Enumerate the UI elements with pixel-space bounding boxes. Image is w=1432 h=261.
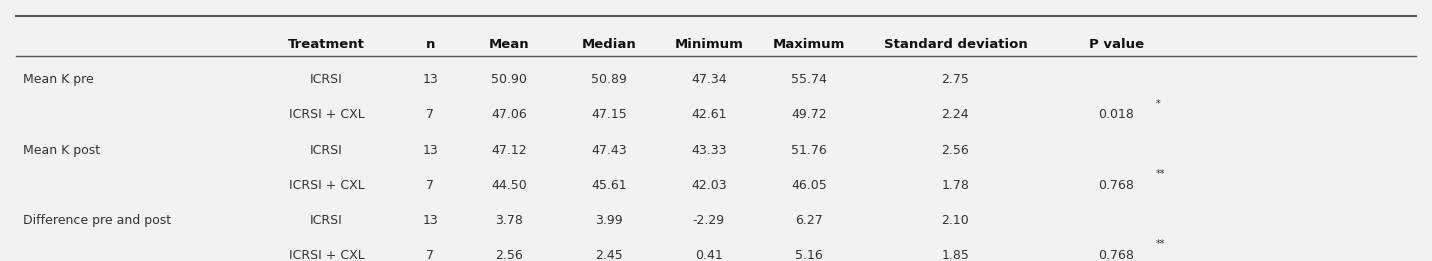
Text: 0.768: 0.768 — [1098, 249, 1134, 261]
Text: 2.56: 2.56 — [941, 144, 969, 157]
Text: 7: 7 — [427, 179, 434, 192]
Text: Mean K pre: Mean K pre — [23, 73, 93, 86]
Text: **: ** — [1156, 169, 1166, 179]
Text: n: n — [425, 38, 435, 51]
Text: **: ** — [1156, 239, 1166, 249]
Text: ICRSI + CXL: ICRSI + CXL — [289, 249, 364, 261]
Text: 1.85: 1.85 — [941, 249, 969, 261]
Text: 43.33: 43.33 — [692, 144, 726, 157]
Text: 42.03: 42.03 — [692, 179, 726, 192]
Text: Maximum: Maximum — [773, 38, 845, 51]
Text: 3.99: 3.99 — [594, 213, 623, 227]
Text: 7: 7 — [427, 249, 434, 261]
Text: 0.41: 0.41 — [695, 249, 723, 261]
Text: 13: 13 — [422, 213, 438, 227]
Text: -2.29: -2.29 — [693, 213, 725, 227]
Text: 2.45: 2.45 — [594, 249, 623, 261]
Text: 6.27: 6.27 — [795, 213, 823, 227]
Text: 55.74: 55.74 — [790, 73, 826, 86]
Text: ICRSI + CXL: ICRSI + CXL — [289, 179, 364, 192]
Text: Difference pre and post: Difference pre and post — [23, 213, 170, 227]
Text: Mean K post: Mean K post — [23, 144, 100, 157]
Text: Median: Median — [581, 38, 636, 51]
Text: *: * — [1156, 99, 1160, 109]
Text: 50.90: 50.90 — [491, 73, 527, 86]
Text: 2.75: 2.75 — [941, 73, 969, 86]
Text: 1.78: 1.78 — [941, 179, 969, 192]
Text: 7: 7 — [427, 109, 434, 121]
Text: 0.018: 0.018 — [1098, 109, 1134, 121]
Text: 47.43: 47.43 — [591, 144, 627, 157]
Text: 13: 13 — [422, 73, 438, 86]
Text: ICRSI: ICRSI — [311, 73, 342, 86]
Text: ICRSI: ICRSI — [311, 144, 342, 157]
Text: 49.72: 49.72 — [790, 109, 826, 121]
Text: 51.76: 51.76 — [790, 144, 826, 157]
Text: Treatment: Treatment — [288, 38, 365, 51]
Text: 47.15: 47.15 — [591, 109, 627, 121]
Text: Minimum: Minimum — [674, 38, 743, 51]
Text: P value: P value — [1088, 38, 1144, 51]
Text: 46.05: 46.05 — [790, 179, 826, 192]
Text: 13: 13 — [422, 144, 438, 157]
Text: Mean: Mean — [488, 38, 528, 51]
Text: 44.50: 44.50 — [491, 179, 527, 192]
Text: 47.06: 47.06 — [491, 109, 527, 121]
Text: Standard deviation: Standard deviation — [884, 38, 1027, 51]
Text: 47.34: 47.34 — [692, 73, 726, 86]
Text: 47.12: 47.12 — [491, 144, 527, 157]
Text: 0.768: 0.768 — [1098, 179, 1134, 192]
Text: 5.16: 5.16 — [795, 249, 823, 261]
Text: 2.10: 2.10 — [941, 213, 969, 227]
Text: 3.78: 3.78 — [495, 213, 523, 227]
Text: 50.89: 50.89 — [591, 73, 627, 86]
Text: ICRSI: ICRSI — [311, 213, 342, 227]
Text: 42.61: 42.61 — [692, 109, 726, 121]
Text: 2.24: 2.24 — [942, 109, 969, 121]
Text: 45.61: 45.61 — [591, 179, 627, 192]
Text: ICRSI + CXL: ICRSI + CXL — [289, 109, 364, 121]
Text: 2.56: 2.56 — [495, 249, 523, 261]
